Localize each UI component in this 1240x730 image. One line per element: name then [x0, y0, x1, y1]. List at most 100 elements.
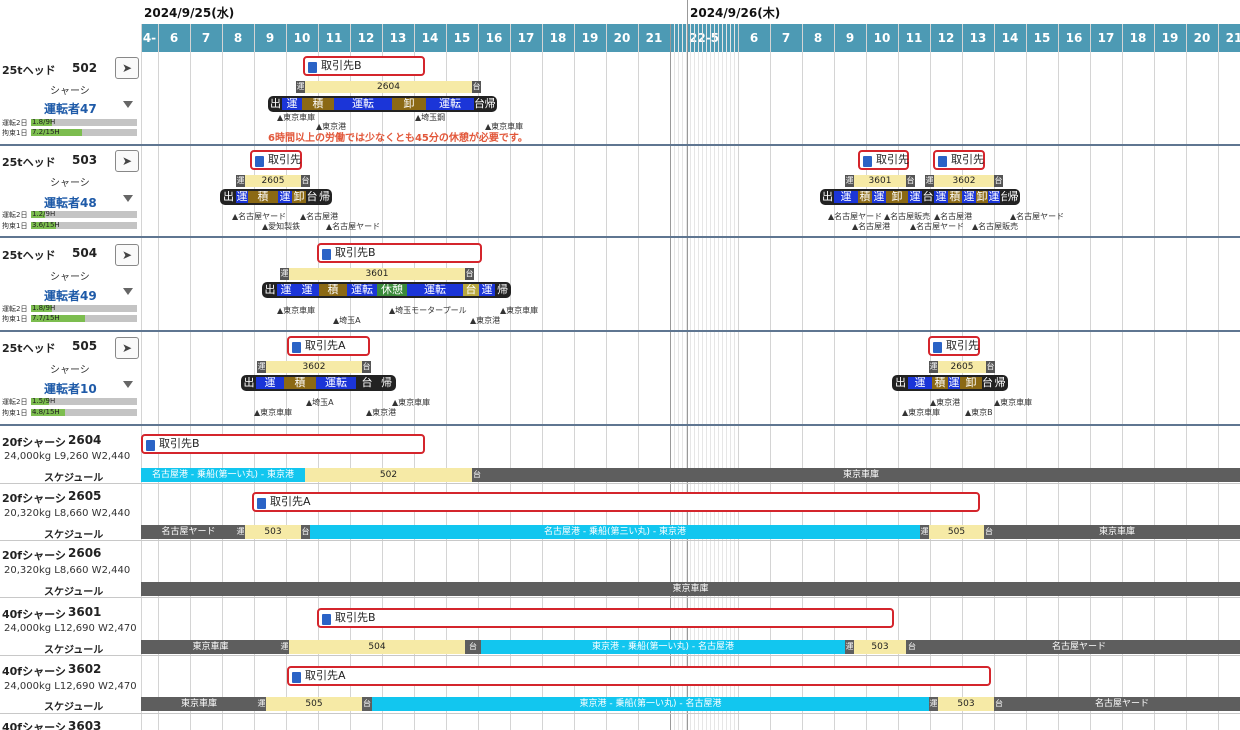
- chassis-number: 2604: [68, 433, 102, 447]
- schedule-idle[interactable]: 名古屋ヤード: [141, 525, 236, 539]
- chassis-bar[interactable]: 3602: [266, 361, 362, 373]
- client-box[interactable]: 取引先A: [287, 666, 991, 686]
- chassis-bar[interactable]: 3601: [854, 175, 906, 187]
- schedule-job[interactable]: 502: [305, 468, 472, 482]
- grid-line: [834, 24, 835, 730]
- hour-header-cell: 9: [265, 31, 275, 45]
- hour-header-cell: 15: [453, 31, 471, 45]
- location-label: ▲埼玉鋼: [415, 113, 446, 122]
- send-button[interactable]: ➤: [115, 244, 139, 266]
- chassis-bar[interactable]: 2605: [245, 175, 301, 187]
- grid-line: [446, 24, 447, 730]
- ops-bar[interactable]: 出 運 運 積 運転 休憩 運転 台 運 帰: [262, 282, 511, 298]
- grid-line: [682, 24, 683, 730]
- chassis-start-tag: 運: [296, 81, 305, 93]
- grid-line: [686, 24, 687, 730]
- ops-bar[interactable]: 出 運 積 運転 台 帰: [241, 375, 396, 391]
- hour-header-cell: 18: [549, 31, 567, 45]
- schedule-label: スケジュール: [44, 530, 104, 541]
- schedule-idle[interactable]: 名古屋ヤード: [1004, 697, 1240, 711]
- client-box[interactable]: 取引先A: [287, 336, 370, 356]
- schedule-tag: 台: [301, 525, 310, 539]
- chevron-down-icon[interactable]: [123, 381, 133, 388]
- ops-bar[interactable]: 出 運 積 運 卸 台 帰: [220, 189, 332, 205]
- schedule-idle[interactable]: 名古屋ヤード: [918, 640, 1240, 654]
- client-box[interactable]: 取引先B: [141, 434, 425, 454]
- ops-bar[interactable]: 出 運 積 運転 卸 運転 台 帰: [268, 96, 497, 112]
- schedule-idle[interactable]: 東京車庫: [141, 640, 280, 654]
- schedule-tag: 台: [472, 468, 482, 482]
- hour-header-cell: 20: [613, 31, 631, 45]
- driver-select[interactable]: 運転者49: [44, 289, 97, 303]
- stat-label: 運転2日: [2, 119, 28, 127]
- client-box[interactable]: 取引先: [858, 150, 909, 170]
- client-box[interactable]: 取引先B: [317, 243, 482, 263]
- row-separator: [0, 655, 1240, 656]
- client-box[interactable]: 取引先A: [252, 492, 980, 512]
- schedule-idle[interactable]: 東京車庫: [141, 582, 1240, 596]
- schedule-job[interactable]: 503: [938, 697, 994, 711]
- chassis-bar[interactable]: 3601: [289, 268, 465, 280]
- chassis-bar[interactable]: 2605: [938, 361, 986, 373]
- schedule-job[interactable]: 503: [245, 525, 301, 539]
- schedule-idle[interactable]: 東京車庫: [141, 697, 257, 711]
- chassis-label: シャーシ: [50, 365, 90, 376]
- ops-bar[interactable]: 出 運 積 運 卸 台 帰: [892, 375, 1008, 391]
- send-button[interactable]: ➤: [115, 337, 139, 359]
- schedule-ship[interactable]: 名古屋港 - 乗船(第一い丸) - 東京港: [141, 468, 305, 482]
- location-label: ▲東京港: [930, 398, 961, 407]
- schedule-job[interactable]: 504: [289, 640, 465, 654]
- chevron-down-icon[interactable]: [123, 101, 133, 108]
- bind-stat-bar: 4.8/15H: [31, 408, 137, 416]
- location-label: ▲東京港: [366, 408, 397, 417]
- client-box[interactable]: 取引先: [933, 150, 985, 170]
- chassis-bar[interactable]: 2604: [305, 81, 472, 93]
- client-box[interactable]: 取引先: [250, 150, 302, 170]
- schedule-job[interactable]: 503: [854, 640, 906, 654]
- hour-header-cell: 14: [421, 31, 439, 45]
- hour-header-cell: 17: [517, 31, 535, 45]
- grid-line: [678, 24, 679, 730]
- driver-select[interactable]: 運転者48: [44, 196, 97, 210]
- client-box[interactable]: 取引先: [928, 336, 980, 356]
- hour-header-cell: 6: [169, 31, 179, 45]
- schedule-ship[interactable]: 東京港 - 乗船(第一い丸) - 名古屋港: [481, 640, 845, 654]
- schedule-label: スケジュール: [44, 587, 104, 598]
- client-box[interactable]: 取引先B: [303, 56, 425, 76]
- schedule-idle[interactable]: 東京車庫: [994, 525, 1240, 539]
- bind-stat-bar: 3.6/15H: [31, 221, 137, 229]
- chassis-start-tag: 運: [925, 175, 934, 187]
- send-button[interactable]: ➤: [115, 57, 139, 79]
- hour-header-cell: 17: [1097, 31, 1115, 45]
- head-type: 25tヘッド: [2, 249, 56, 262]
- chassis-bar[interactable]: 3602: [934, 175, 994, 187]
- driver-select[interactable]: 運転者10: [44, 382, 97, 396]
- schedule-idle[interactable]: 東京車庫: [482, 468, 1240, 482]
- location-label: ▲名古屋港: [934, 212, 973, 221]
- hour-header-cell: 20: [1193, 31, 1211, 45]
- document-icon: [322, 614, 331, 625]
- schedule-job[interactable]: 505: [929, 525, 984, 539]
- driver-select[interactable]: 運転者47: [44, 102, 97, 116]
- grid-line: [802, 24, 803, 730]
- client-box[interactable]: 取引先B: [317, 608, 894, 628]
- grid-line: [698, 24, 699, 730]
- schedule-ship[interactable]: 東京港 - 乗船(第一い丸) - 名古屋港: [372, 697, 929, 711]
- schedule-job[interactable]: 505: [266, 697, 362, 711]
- schedule-tag: 運: [929, 697, 938, 711]
- hour-header-cell: 19: [1161, 31, 1179, 45]
- chevron-down-icon[interactable]: [123, 195, 133, 202]
- head-type: 25tヘッド: [2, 156, 56, 169]
- ops-bar[interactable]: 出 運 積 運 卸 運 台 運 積 運 卸 運 台 帰: [820, 189, 1020, 205]
- location-label: ▲名古屋ヤード: [910, 222, 965, 231]
- document-icon: [255, 156, 264, 167]
- schedule-tag: 運: [845, 640, 854, 654]
- stat-label: 拘束1日: [2, 409, 28, 417]
- grid-line: [770, 24, 771, 730]
- chevron-down-icon[interactable]: [123, 288, 133, 295]
- send-button[interactable]: ➤: [115, 150, 139, 172]
- grid-line: [542, 24, 543, 730]
- grid-line: [702, 24, 703, 730]
- schedule-ship[interactable]: 名古屋港 - 乗船(第三い丸) - 東京港: [310, 525, 920, 539]
